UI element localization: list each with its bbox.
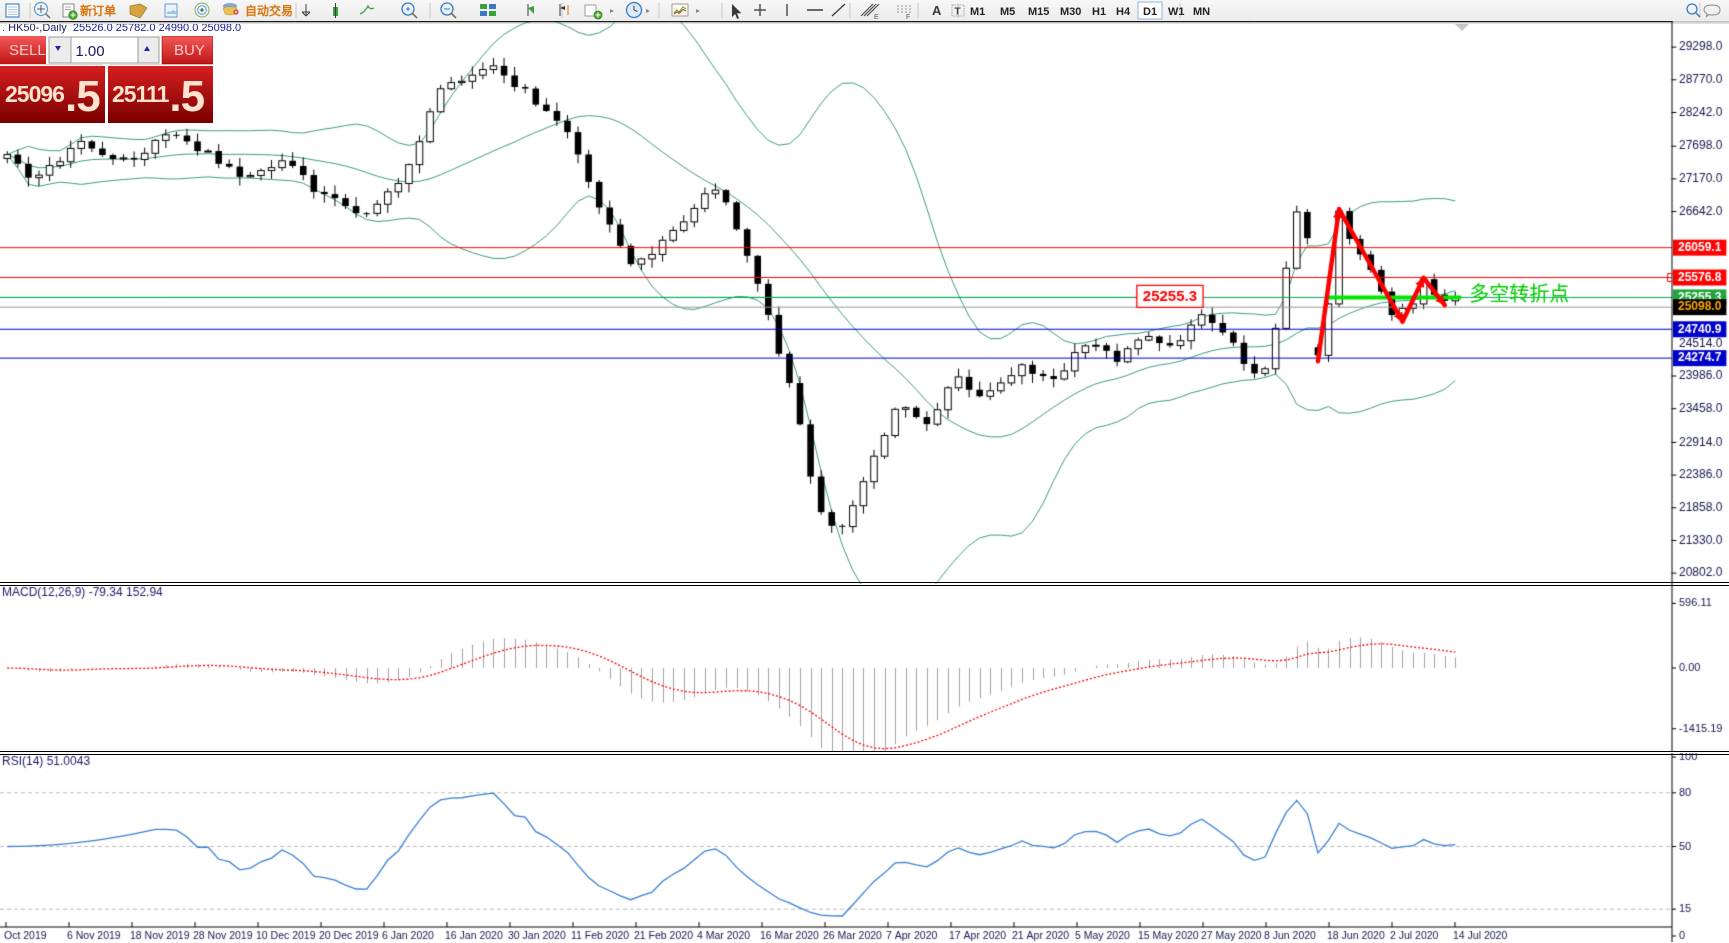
svg-text:W1: W1: [1168, 6, 1185, 18]
svg-text:M30: M30: [1060, 6, 1081, 18]
svg-text:M15: M15: [1028, 6, 1049, 18]
svg-text:F: F: [906, 14, 910, 21]
svg-text:T: T: [955, 7, 961, 18]
svg-text:自动交易: 自动交易: [245, 3, 293, 18]
svg-text:新订单: 新订单: [80, 3, 116, 18]
svg-text:E: E: [874, 14, 879, 21]
svg-text:A: A: [932, 3, 942, 18]
svg-text:D1: D1: [1143, 6, 1157, 18]
svg-text:H4: H4: [1116, 6, 1131, 18]
svg-text:H1: H1: [1092, 6, 1106, 18]
svg-text:M1: M1: [970, 6, 985, 18]
svg-text:M5: M5: [1000, 6, 1015, 18]
svg-text:MN: MN: [1193, 6, 1210, 18]
